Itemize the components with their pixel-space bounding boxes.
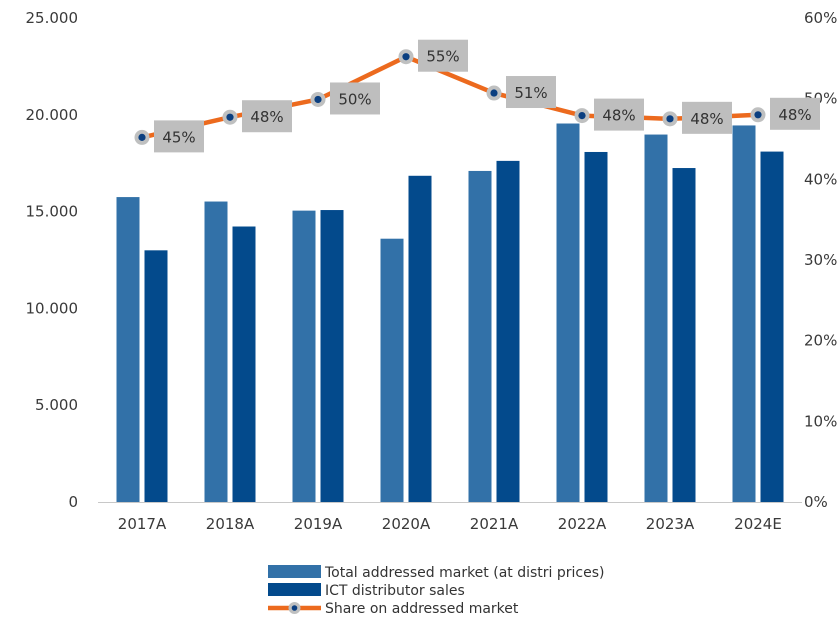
share-data-label: 48%: [778, 106, 811, 124]
y-left-tick-label: 20.000: [26, 106, 79, 124]
share-data-label-box: [506, 76, 556, 109]
share-marker-dot: [402, 53, 410, 61]
bar-total-addressed-market: [644, 134, 668, 503]
share-marker-dot: [490, 89, 498, 97]
share-data-label-box: [594, 98, 644, 131]
legend-swatch-total-addressed-market: [268, 565, 321, 578]
share-marker-dot: [138, 133, 146, 141]
bar-total-addressed-market: [732, 125, 756, 502]
bar-total-addressed-market: [292, 210, 316, 502]
y-left-tick-label: 25.000: [26, 9, 79, 27]
legend-swatch-ict-distributor-sales: [268, 583, 321, 596]
share-data-label: 45%: [162, 128, 195, 146]
bar-ict-distributor-sales: [496, 160, 520, 502]
share-data-label: 51%: [514, 84, 547, 102]
y-left-tick-label: 15.000: [26, 203, 79, 221]
share-data-label: 50%: [338, 90, 371, 108]
y-left-tick-label: 10.000: [26, 299, 79, 317]
share-data-label: 48%: [250, 108, 283, 126]
share-marker-dot: [226, 113, 234, 121]
x-tick-label: 2019A: [294, 515, 343, 533]
bar-series: [116, 123, 784, 503]
y-right-tick-label: 40%: [804, 170, 837, 188]
share-data-label: 48%: [690, 110, 723, 128]
share-data-label-box: [154, 120, 204, 153]
bar-total-addressed-market: [468, 170, 492, 502]
bar-total-addressed-market: [116, 197, 140, 502]
legend-label-ict-distributor-sales: ICT distributor sales: [325, 583, 465, 599]
x-tick-label: 2024E: [734, 515, 782, 533]
x-tick-label: 2017A: [118, 515, 167, 533]
bar-ict-distributor-sales: [144, 250, 168, 502]
share-data-label-box: [242, 100, 292, 133]
legend-swatch-share-marker-dot: [291, 605, 298, 611]
share-marker-dot: [666, 115, 674, 123]
share-data-label-box: [682, 101, 732, 134]
share-marker-dot: [578, 112, 586, 120]
share-data-label-box: [418, 39, 468, 72]
x-axis-ticks: 2017A 2018A 2019A 2020A 2021A 2022A 2023A 2024E: [118, 515, 782, 533]
y-left-tick-label: 0: [68, 493, 78, 511]
x-tick-label: 2018A: [206, 515, 255, 533]
y-right-tick-label: 20%: [804, 332, 837, 350]
share-data-label-box: [770, 97, 820, 130]
x-tick-label: 2021A: [470, 515, 519, 533]
x-tick-label: 2020A: [382, 515, 431, 533]
bar-total-addressed-market: [556, 123, 580, 503]
bar-ict-distributor-sales: [320, 210, 344, 502]
share-data-label: 48%: [602, 107, 635, 125]
y-left-tick-label: 5.000: [35, 396, 78, 414]
legend: Total addressed market (at distri prices…: [268, 565, 604, 617]
chart-axes: 0 5.000 10.000 15.000 20.000 25.000 0% 10% 20% 30…: [26, 9, 838, 511]
share-data-label-box: [330, 82, 380, 115]
line-series: 45% 48% 50% 55% 51% 48% 48% 48%: [134, 39, 820, 153]
bar-total-addressed-market: [204, 201, 228, 502]
y-right-tick-label: 60%: [804, 9, 837, 27]
share-marker-dot: [314, 95, 322, 104]
bar-ict-distributor-sales: [672, 168, 696, 503]
x-tick-label: 2022A: [558, 515, 607, 533]
y-right-tick-label: 10%: [804, 412, 837, 430]
share-data-label: 55%: [426, 48, 459, 66]
y-right-tick-label: 30%: [804, 251, 837, 269]
bar-ict-distributor-sales: [408, 175, 432, 502]
share-marker-dot: [754, 111, 762, 119]
bar-ict-distributor-sales: [760, 151, 784, 503]
bar-ict-distributor-sales: [584, 151, 608, 503]
bar-ict-distributor-sales: [232, 226, 256, 502]
y-right-tick-label: 0%: [804, 493, 828, 511]
x-tick-label: 2023A: [646, 515, 695, 533]
legend-label-total-addressed-market: Total addressed market (at distri prices…: [324, 565, 604, 581]
bar-total-addressed-market: [380, 238, 404, 503]
legend-label-share-on-addressed-market: Share on addressed market: [325, 601, 519, 617]
